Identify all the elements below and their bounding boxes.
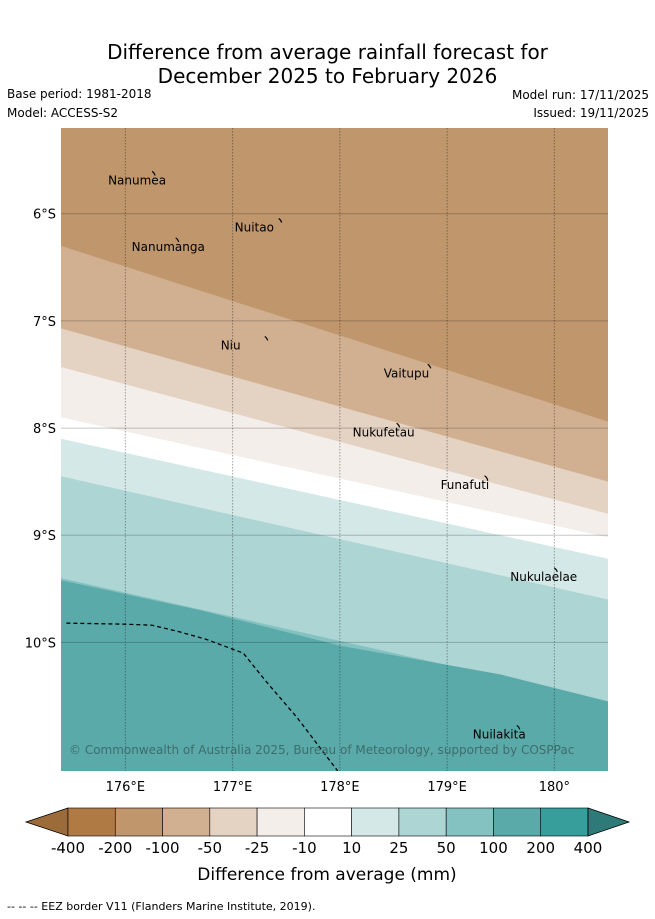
rainfall-bands <box>61 128 608 771</box>
lat-tick-4: 10°S <box>25 636 56 651</box>
title-line-2: December 2025 to February 2026 <box>157 64 498 88</box>
island-shape-0 <box>151 170 156 176</box>
model-name: Model: ACCESS-S2 <box>7 106 119 120</box>
island-label-4: Vaitupu <box>384 366 430 380</box>
eez-border <box>66 622 339 771</box>
legend-label-4: -25 <box>245 839 270 857</box>
lat-tick-labels: 6°S 7°S 8°S 9°S 10°S <box>25 208 56 652</box>
legend-arrow-low <box>24 807 69 837</box>
legend-label-7: 25 <box>389 839 408 857</box>
legend-label-1: -200 <box>98 839 132 857</box>
island-label-1: Nuitao <box>235 221 274 235</box>
lon-tick-0: 176°E <box>106 780 146 795</box>
legend-title: Difference from average (mm) <box>197 865 456 885</box>
island-label-8: Nuilakita <box>473 727 526 741</box>
legend-label-3: -50 <box>198 839 223 857</box>
legend-arrow-high <box>587 807 631 837</box>
graticule <box>61 128 608 771</box>
legend-label-11: 400 <box>574 839 603 857</box>
legend-swatch-9 <box>493 807 542 837</box>
island-shape-3 <box>264 335 269 341</box>
legend-swatch-5 <box>304 807 352 837</box>
band-0 <box>61 580 608 771</box>
island-label-7: Nukulaelae <box>510 570 577 584</box>
legend-label-6: 10 <box>342 839 361 857</box>
legend-swatch-0 <box>67 807 116 837</box>
legend-tick-labels: -400 -200 -100 -50 -25 -10 10 25 50 100 200 400 <box>51 839 602 857</box>
islands: Nanumea Nuitao Nanumanga Niu Vaitupu Nukufeta… <box>108 170 577 741</box>
island-label-3: Niu <box>221 338 241 352</box>
title-line-1: Difference from average rainfall forecas… <box>107 40 548 64</box>
legend-label-10: 200 <box>526 839 555 857</box>
base-period: Base period: 1981-2018 <box>7 87 152 101</box>
legend-label-2: -100 <box>146 839 180 857</box>
legend-swatch-10 <box>540 807 589 837</box>
lat-tick-3: 9°S <box>33 529 56 544</box>
copyright-text: © Commonwealth of Australia 2025, Bureau… <box>69 743 574 757</box>
island-label-5: Nukufetau <box>353 425 415 439</box>
eez-line <box>66 622 339 771</box>
island-shape-2 <box>175 237 180 243</box>
lon-tick-3: 179°E <box>427 780 467 795</box>
island-shape-7 <box>553 567 558 573</box>
legend-label-0: -400 <box>51 839 85 857</box>
island-shape-4 <box>427 363 432 369</box>
legend-swatch-1 <box>114 807 163 837</box>
lat-tick-0: 6°S <box>33 208 56 223</box>
island-label-2: Nanumanga <box>132 240 205 254</box>
island-shape-5 <box>396 422 401 428</box>
legend-swatch-3 <box>209 807 258 837</box>
island-shape-6 <box>484 475 489 480</box>
lon-tick-labels: 176°E 177°E 178°E 179°E 180° <box>106 780 570 795</box>
legend-swatch-2 <box>162 807 211 837</box>
model-run: Model run: 17/11/2025 <box>511 88 649 102</box>
eez-footnote: -- -- -- EEZ border V11 (Flanders Marine… <box>7 900 316 913</box>
legend-swatch-4 <box>256 807 305 837</box>
legend-swatch-6 <box>351 807 400 837</box>
island-shape-8 <box>516 724 521 730</box>
island-label-6: Funafuti <box>441 478 490 492</box>
color-legend: -400 -200 -100 -50 -25 -10 10 25 50 100 200 400 Dif… <box>24 807 631 885</box>
lon-tick-1: 177°E <box>213 780 253 795</box>
lat-tick-2: 8°S <box>33 422 56 437</box>
lon-tick-2: 178°E <box>320 780 360 795</box>
lat-tick-1: 7°S <box>33 315 56 330</box>
island-shape-1 <box>278 218 283 223</box>
legend-colorbar <box>24 807 631 837</box>
legend-label-5: -10 <box>292 839 317 857</box>
island-label-0: Nanumea <box>108 173 166 187</box>
legend-swatch-7 <box>398 807 447 837</box>
legend-label-8: 50 <box>437 839 456 857</box>
issued-date: Issued: 19/11/2025 <box>533 106 649 120</box>
chart-title: Difference from average rainfall forecas… <box>0 40 655 88</box>
rainfall-map: Nanumea Nuitao Nanumanga Niu Vaitupu Nukufeta… <box>25 128 608 795</box>
legend-swatch-8 <box>445 807 494 837</box>
legend-label-9: 100 <box>479 839 508 857</box>
lon-tick-4: 180° <box>539 780 570 795</box>
